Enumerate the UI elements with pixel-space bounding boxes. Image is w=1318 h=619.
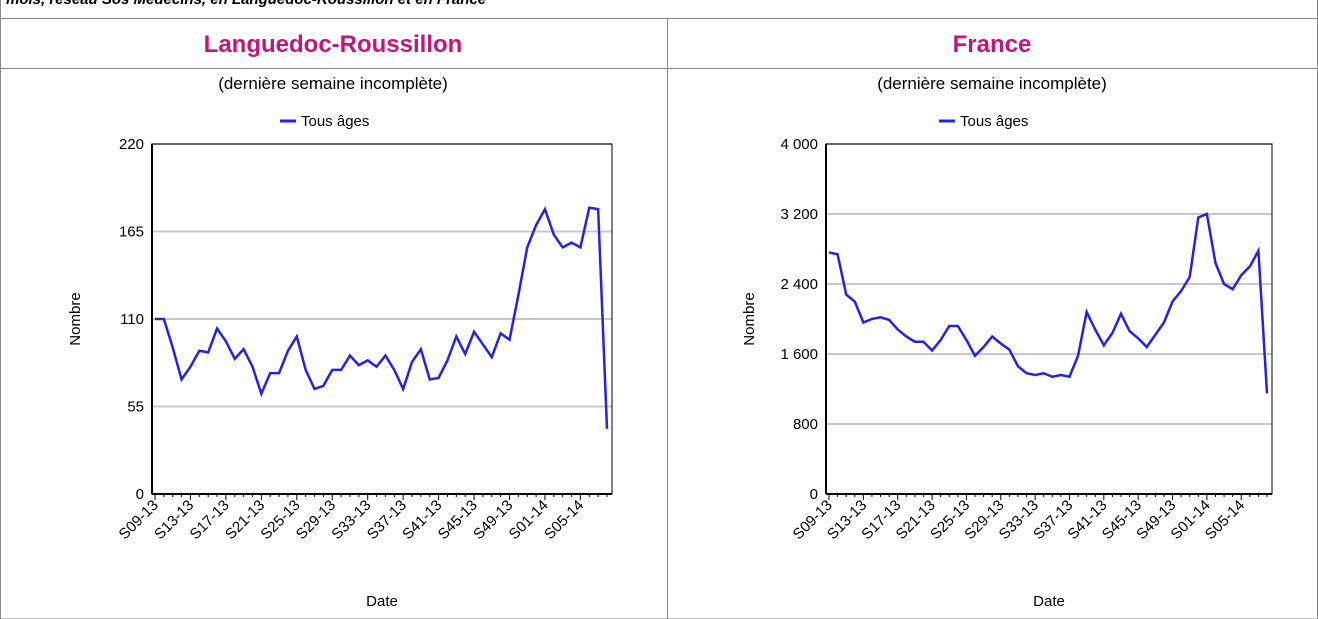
y-axis-label: Nombre (67, 292, 84, 345)
chart-title: France (953, 31, 1032, 58)
y-tick-label: 0 (810, 486, 818, 503)
plot-frame (825, 143, 1273, 495)
chart: Languedoc-Roussillon (dernière semaine in… (67, 31, 613, 610)
chart-subtitle: (dernière semaine incomplète) (877, 74, 1107, 93)
y-tick-label: 1 600 (780, 346, 818, 363)
y-tick-label: 0 (136, 486, 144, 503)
y-tick-label: 110 (120, 311, 144, 328)
y-tick-label: 4 000 (780, 136, 818, 153)
x-axis-label: Date (366, 593, 398, 610)
chart-subtitle: (dernière semaine incomplète) (218, 74, 448, 93)
x-axis-label: Date (1033, 593, 1065, 610)
x-tick-label: S05-14 (1202, 497, 1248, 543)
y-tick-label: 2 400 (780, 276, 818, 293)
y-axis-label: Nombre (741, 292, 758, 345)
y-tick-label: 165 (119, 224, 144, 241)
data-line (828, 212, 1269, 394)
legend-label: Tous âges (960, 113, 1028, 130)
y-tick-label: 220 (119, 136, 144, 153)
chart: France (dernière semaine incomplète) 0 800 1… (741, 31, 1273, 610)
legend-label: Tous âges (301, 113, 369, 130)
header-text: mois, réseau Sos Médecins, en Languedoc-… (6, 0, 486, 8)
chart-title: Languedoc-Roussillon (204, 31, 463, 58)
data-line (155, 206, 609, 429)
y-tick-label: 800 (793, 416, 818, 433)
x-tick-label: S05-14 (541, 497, 587, 543)
y-tick-label: 3 200 (780, 206, 818, 223)
y-tick-label: 55 (127, 399, 144, 416)
